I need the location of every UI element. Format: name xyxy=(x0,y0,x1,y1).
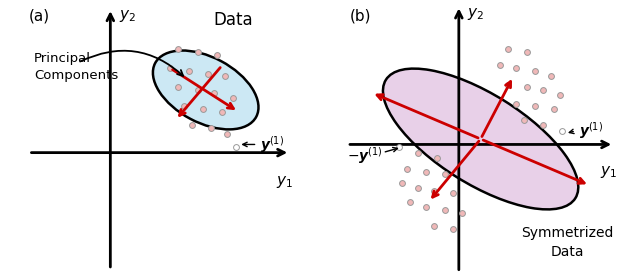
Text: Symmetrized
Data: Symmetrized Data xyxy=(522,226,614,259)
Text: $y_1$: $y_1$ xyxy=(276,174,293,190)
Text: $y_1$: $y_1$ xyxy=(600,163,617,180)
Text: $y_2$: $y_2$ xyxy=(467,6,484,21)
Text: $\boldsymbol{y}^{(1)}$: $\boldsymbol{y}^{(1)}$ xyxy=(260,134,284,155)
Text: Principal
Components: Principal Components xyxy=(34,52,118,82)
Text: (b): (b) xyxy=(350,8,371,23)
Text: Data: Data xyxy=(214,11,253,29)
Text: $-\boldsymbol{y}^{(1)}$: $-\boldsymbol{y}^{(1)}$ xyxy=(347,145,383,166)
Text: $y_2$: $y_2$ xyxy=(118,8,136,24)
Ellipse shape xyxy=(383,69,579,209)
Text: $\boldsymbol{y}^{(1)}$: $\boldsymbol{y}^{(1)}$ xyxy=(579,120,603,141)
Text: (a): (a) xyxy=(29,8,50,23)
Ellipse shape xyxy=(153,51,259,129)
